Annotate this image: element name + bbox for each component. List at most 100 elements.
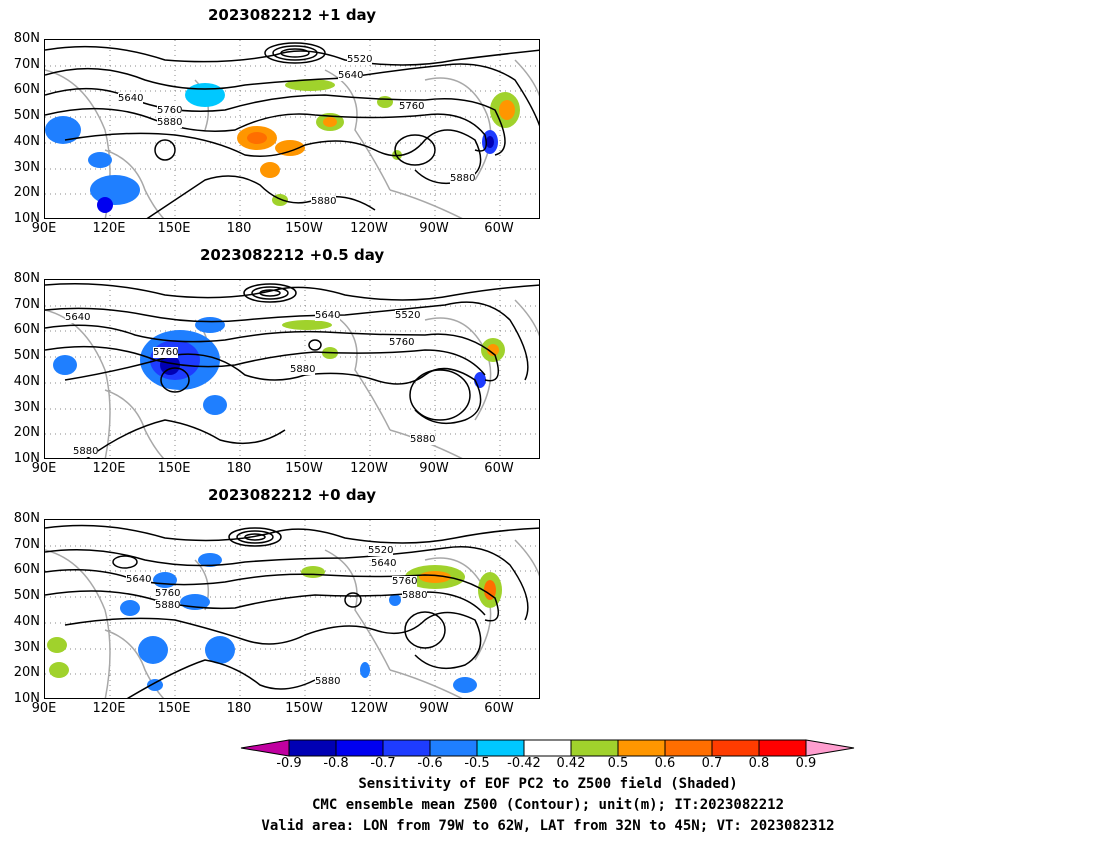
contour-label: 5640 — [118, 93, 144, 104]
lon-tick-label: 90E — [31, 221, 57, 236]
lat-tick-label: 20N — [13, 425, 40, 441]
colorbar-swatch — [476, 739, 525, 757]
colorbar-tick-label: -0.5 — [464, 756, 490, 771]
lon-tick-label: 120E — [92, 701, 126, 716]
colorbar — [240, 739, 855, 757]
lon-tick-label: 150W — [285, 221, 323, 236]
contour-label: 5880 — [311, 196, 337, 207]
lon-tick-label: 90E — [31, 701, 57, 716]
lat-tick-label: 40N — [13, 613, 40, 629]
sensitivity-shading — [47, 553, 502, 693]
lon-tick-label: 120E — [92, 461, 126, 476]
colorbar-swatch — [570, 739, 619, 757]
lon-tick-label: 60W — [484, 701, 514, 716]
contour-label: 5760 — [392, 576, 418, 587]
contour-label: 5880 — [73, 446, 99, 457]
lon-tick-label: 180 — [226, 461, 252, 476]
sensitivity-shading — [45, 79, 520, 213]
caption-line-2: CMC ensemble mean Z500 (Contour); unit(m… — [311, 797, 784, 813]
lat-tick-label: 70N — [13, 296, 40, 312]
colorbar-swatch — [664, 739, 713, 757]
colorbar-tick-label: -0.9 — [276, 756, 302, 771]
panel-3-plot — [45, 520, 539, 698]
lat-tick-label: 40N — [13, 133, 40, 149]
contour-label: 5760 — [399, 101, 425, 112]
caption-line-1: Sensitivity of EOF PC2 to Z500 field (Sh… — [358, 776, 738, 792]
lon-tick-label: 120W — [350, 701, 388, 716]
colorbar-swatch — [429, 739, 478, 757]
lat-tick-label: 50N — [13, 108, 40, 124]
contour-label: 5520 — [368, 545, 394, 556]
colorbar-swatch — [711, 739, 760, 757]
lat-tick-label: 70N — [13, 56, 40, 72]
gridlines — [45, 40, 539, 218]
contour-label: 5640 — [126, 574, 152, 585]
panel-1-plot — [45, 40, 539, 218]
sensitivity-shading — [53, 317, 505, 415]
colorbar-swatch — [335, 739, 384, 757]
colorbar-tick-label: 0.5 — [607, 756, 629, 771]
colorbar-left-arrow — [240, 739, 290, 757]
lat-tick-label: 10N — [13, 211, 40, 226]
contour-label: 5760 — [389, 337, 415, 348]
lat-tick-label: 30N — [13, 159, 40, 175]
lon-tick-label: 150E — [157, 701, 191, 716]
caption-line-3: Valid area: LON from 79W to 62W, LAT fro… — [261, 818, 835, 834]
panel-3-title: 2023082212 +0 day — [208, 486, 376, 504]
colorbar-swatch — [758, 739, 807, 757]
colorbar-tick-label: -0.7 — [370, 756, 396, 771]
lon-tick-label: 120E — [92, 221, 126, 236]
lon-tick-label: 90E — [31, 461, 57, 476]
lat-tick-label: 80N — [13, 511, 40, 526]
lon-tick-label: 90W — [419, 221, 449, 236]
lon-tick-label: 120W — [350, 221, 388, 236]
colorbar-tick-label: 0.42 — [556, 756, 586, 771]
lon-tick-label: 180 — [226, 701, 252, 716]
lat-tick-label: 10N — [13, 691, 40, 706]
lat-tick-label: 30N — [13, 639, 40, 655]
lon-tick-label: 120W — [350, 461, 388, 476]
contour-label: 5880 — [402, 590, 428, 601]
lat-tick-label: 50N — [13, 348, 40, 364]
colorbar-tick-label: -0.6 — [417, 756, 443, 771]
lon-tick-label: 60W — [484, 221, 514, 236]
colorbar-tick-label: 0.6 — [654, 756, 676, 771]
lon-tick-label: 150E — [157, 221, 191, 236]
lat-tick-label: 70N — [13, 536, 40, 552]
colorbar-swatch — [288, 739, 337, 757]
panel-2-map: 5640 5640 5520 5760 5760 5880 5880 5880 — [44, 279, 540, 459]
lat-tick-label: 80N — [13, 31, 40, 46]
z500-contours — [45, 283, 539, 458]
contour-label: 5880 — [410, 434, 436, 445]
colorbar-right-arrow — [805, 739, 855, 757]
lon-tick-label: 150W — [285, 701, 323, 716]
colorbar-swatch — [617, 739, 666, 757]
colorbar-swatch — [523, 739, 572, 757]
lon-tick-label: 60W — [484, 461, 514, 476]
contour-label: 5880 — [290, 364, 316, 375]
lat-tick-label: 30N — [13, 399, 40, 415]
panel-1-map: 5520 5640 5640 5760 5760 5880 5880 5880 — [44, 39, 540, 219]
lon-tick-label: 150E — [157, 461, 191, 476]
panel-1-title: 2023082212 +1 day — [208, 6, 376, 24]
panel-2-plot — [45, 280, 539, 458]
panel-3-map: 5520 5640 5640 5760 5760 5880 5880 5880 — [44, 519, 540, 699]
contour-label: 5640 — [338, 70, 364, 81]
contour-label: 5760 — [155, 588, 181, 599]
lon-tick-label: 90W — [419, 701, 449, 716]
lat-tick-label: 50N — [13, 588, 40, 604]
lat-tick-label: 20N — [13, 185, 40, 201]
colorbar-swatch — [382, 739, 431, 757]
contour-label: 5640 — [65, 312, 91, 323]
coastlines — [45, 539, 539, 698]
panel-2-title: 2023082212 +0.5 day — [200, 246, 385, 264]
contour-label: 5520 — [347, 54, 373, 65]
contour-label: 5760 — [153, 347, 179, 358]
colorbar-tick-label: 0.9 — [795, 756, 817, 771]
lat-tick-label: 20N — [13, 665, 40, 681]
contour-label: 5880 — [450, 173, 476, 184]
contour-label: 5760 — [157, 105, 183, 116]
colorbar-tick-label: 0.7 — [701, 756, 723, 771]
contour-label: 5880 — [155, 600, 181, 611]
colorbar-tick-label: 0.8 — [748, 756, 770, 771]
